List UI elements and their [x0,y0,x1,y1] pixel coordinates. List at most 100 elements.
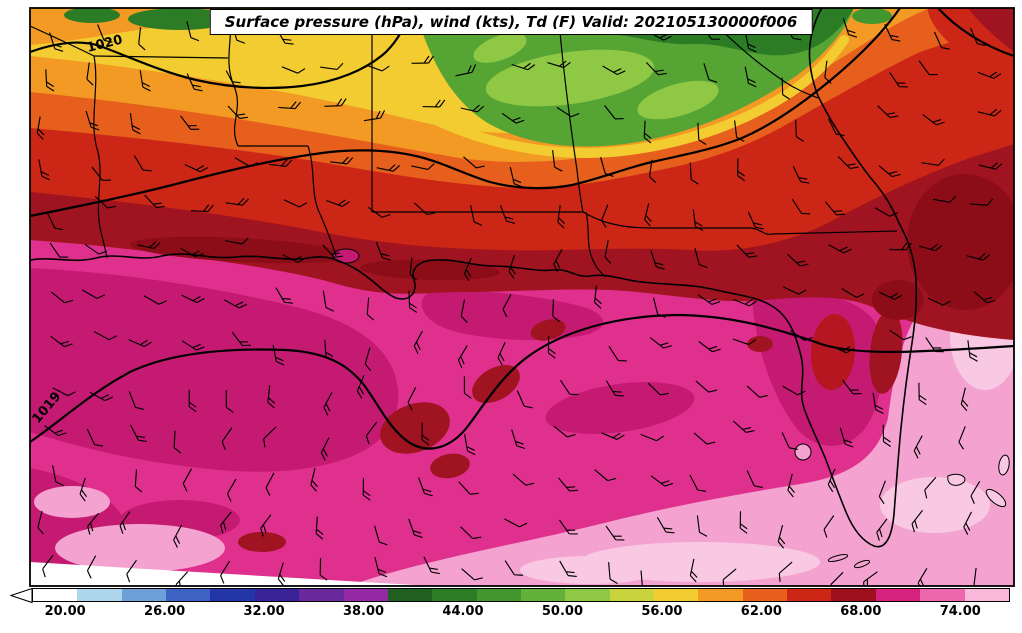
wind-barb [558,519,578,535]
wind-barb [226,478,237,502]
colorbar-segment [654,589,699,601]
wind-barb [225,390,234,413]
wind-barb [326,199,350,207]
wind-barb [315,516,324,540]
wind-barb [91,166,112,181]
wind-barb [45,69,55,92]
wind-barb [234,157,258,167]
wind-barb [600,157,614,177]
colorbar-segment [210,589,255,601]
wind-barb [137,241,161,249]
wind-barb [362,478,371,501]
wind-barb [50,335,73,348]
wind-barb [366,64,390,72]
wind-barb [650,475,674,487]
wind-barb [696,515,708,537]
wind-barb [977,108,1002,117]
wind-barb [552,150,563,172]
wind-barb [511,429,526,450]
wind-barb [652,297,666,318]
wind-barb [413,330,424,354]
wind-barb [144,194,165,209]
colorbar-tick-label: 68.00 [840,604,882,619]
wind-barb [878,165,901,178]
title-box: Surface pressure (hPa), wind (kts), Td (… [209,9,813,35]
wind-barb [556,106,580,118]
wind-barb [504,560,523,576]
wind-barb [129,113,141,135]
wind-barb [409,257,417,281]
wind-barb [733,298,757,307]
wind-barb [418,477,433,497]
colorbar-ticks: 20.00 26.00 32.00 38.00 44.00 50.00 56.00 62.00… [0,604,1022,626]
wind-barb [38,159,50,181]
wind-barb [605,525,625,541]
wind-barb [918,243,943,252]
colorbar-segment [299,589,344,601]
colorbar-segment [476,589,521,601]
wind-barb [501,112,525,124]
wind-barb [736,244,758,258]
wind-barb [188,389,197,413]
wind-barb [87,512,100,535]
wind-barb [872,392,884,415]
wind-barb [733,420,755,434]
wind-barb [497,341,506,366]
colorbar-segment [77,589,122,601]
colorbar-segment [343,589,388,601]
wind-barb [463,376,472,399]
wind-barb [463,257,472,282]
wind-barb [828,118,845,137]
wind-barb [878,480,886,505]
wind-barb [49,32,64,52]
wind-barb [511,62,536,71]
wind-barb [231,331,251,347]
colorbar-tick-label: 32.00 [243,604,285,619]
wind-barb [463,156,485,169]
wind-barb [282,254,306,263]
wind-barb [967,340,978,362]
colorbar-segment [742,589,788,601]
isobar-topright [937,8,1014,58]
wind-barb [414,202,436,216]
wind-barb [722,568,737,586]
wind-barb [499,205,515,224]
colorbar-segment [920,589,965,601]
wind-barb [966,253,991,261]
wind-barb [927,297,951,306]
wind-barb [363,110,386,122]
wind-barb [689,558,698,583]
wind-barb [365,421,378,445]
wind-barb [557,205,566,229]
wind-barb [841,288,865,298]
wind-barb [640,433,665,442]
wind-barb [697,294,721,305]
wind-barb [324,98,347,107]
wind-barb [281,66,306,74]
wind-barb [689,162,699,185]
wind-barb [698,341,721,353]
wind-barb [508,255,516,279]
wind-barb [182,468,193,492]
wind-barb [825,201,846,216]
wind-barb [408,518,423,538]
wind-barb [933,31,950,50]
wind-barb [882,424,891,447]
wind-barb [173,430,182,454]
lake-okeechobee [794,443,812,461]
wind-barb [86,428,104,447]
wind-barb [138,27,146,51]
wind-barb [553,425,576,438]
wind-barb [319,558,328,581]
wind-barb [553,249,563,273]
wind-barbs-layer [36,14,1003,586]
wind-barb [181,294,205,304]
wind-barb [52,387,76,397]
wind-barb [322,290,334,312]
wind-barb [323,392,333,416]
wind-barb [842,18,858,38]
wind-barb [504,518,528,528]
colorbar-segments [32,588,1010,602]
wind-barb [509,166,523,188]
wind-barb [650,250,665,270]
